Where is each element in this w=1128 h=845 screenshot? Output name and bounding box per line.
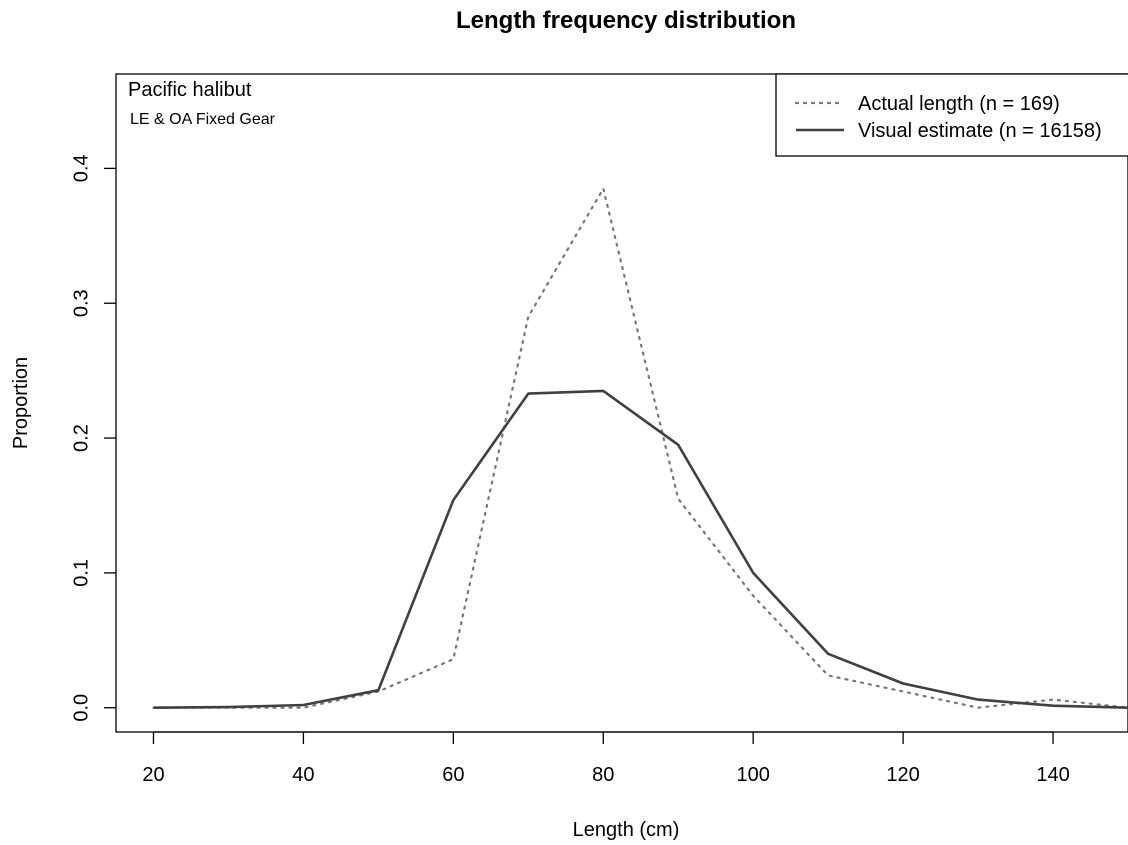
species-annotation: Pacific halibut: [128, 79, 252, 101]
y-tick-label: 0.2: [70, 424, 92, 452]
legend-box: [775, 73, 1128, 157]
y-axis: 0.0 0.1 0.2 0.3 0.4: [70, 154, 116, 722]
series-visual-estimate-line: [153, 389, 1128, 709]
y-tick-label: 0.1: [70, 559, 92, 587]
y-tick-label: 0.4: [70, 154, 92, 182]
legend-label-actual: Actual length (n = 169): [858, 93, 1060, 115]
series-layer: [152, 187, 1128, 709]
x-tick-label: 140: [1036, 764, 1069, 786]
chart-title: Length frequency distribution: [456, 7, 796, 34]
y-tick-label: 0.3: [70, 289, 92, 317]
x-tick-label: 20: [142, 764, 164, 786]
legend-label-visual: Visual estimate (n = 16158): [858, 120, 1102, 142]
gear-annotation: LE & OA Fixed Gear: [130, 111, 276, 128]
x-tick-label: 60: [442, 764, 464, 786]
x-tick-label: 40: [292, 764, 314, 786]
y-axis-label: Proportion: [10, 357, 32, 449]
x-axis-label: Length (cm): [573, 819, 680, 841]
series-actual-length-line: [152, 187, 1128, 709]
legend: Actual length (n = 169) Visual estimate …: [775, 73, 1128, 157]
x-axis: 20 40 60 80 100 120 140: [142, 731, 1070, 786]
x-tick-label: 100: [736, 764, 769, 786]
y-tick-label: 0.0: [70, 694, 92, 722]
x-tick-label: 120: [886, 764, 919, 786]
x-tick-label: 80: [592, 764, 614, 786]
